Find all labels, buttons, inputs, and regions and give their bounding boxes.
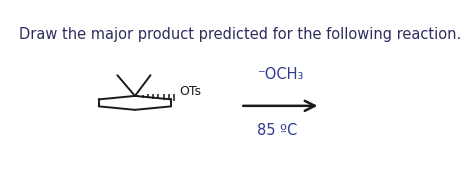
- Text: ⁻OCH₃: ⁻OCH₃: [257, 67, 303, 82]
- Text: Draw the major product predicted for the following reaction.: Draw the major product predicted for the…: [19, 27, 461, 42]
- Text: 85 ºC: 85 ºC: [257, 123, 297, 138]
- Text: OTs: OTs: [179, 85, 201, 98]
